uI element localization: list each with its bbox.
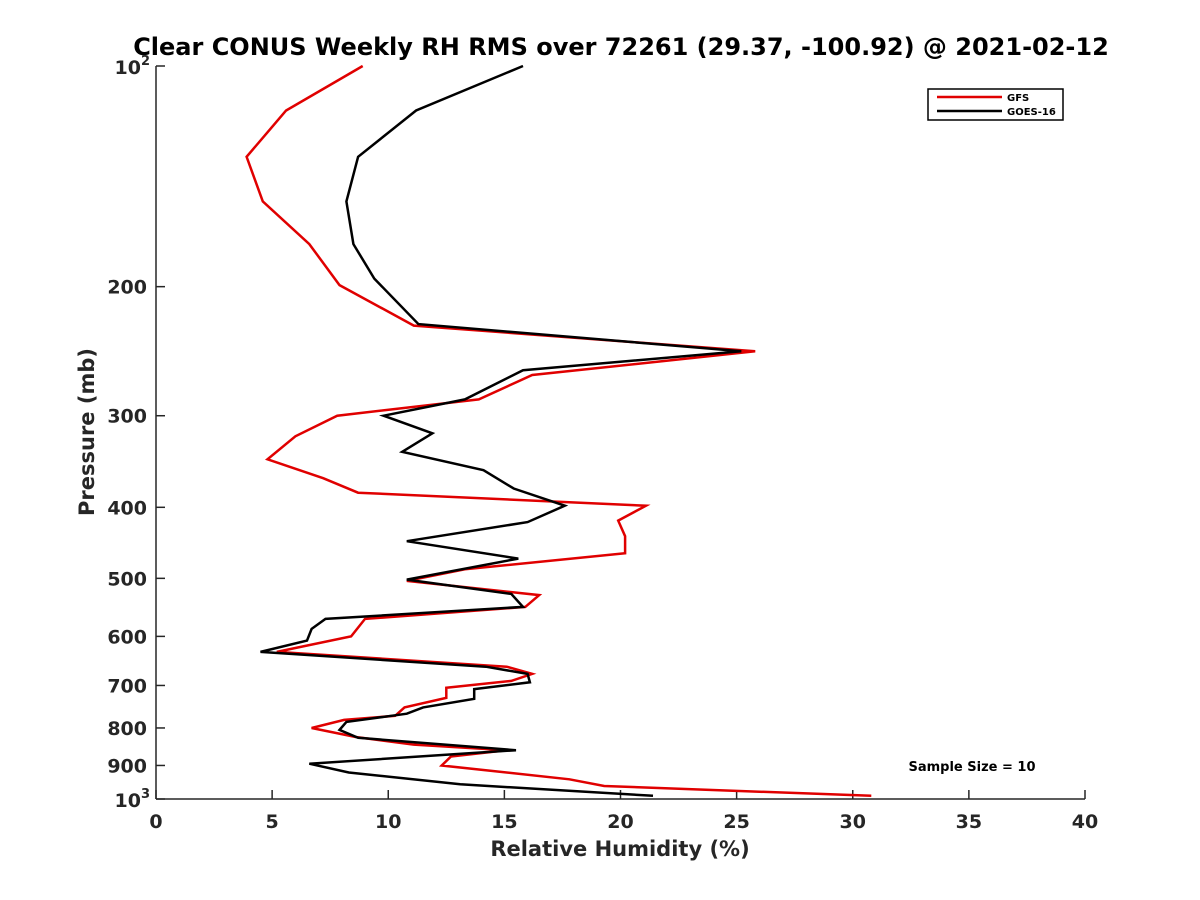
legend-label: GOES-16 [1007, 107, 1056, 118]
y-tick-label: 500 [107, 568, 147, 590]
y-tick-label: 800 [107, 718, 147, 740]
x-tick-label: 15 [491, 811, 517, 833]
x-tick-label: 5 [266, 811, 279, 833]
x-tick-label: 30 [840, 811, 866, 833]
y-tick-label: 300 [107, 406, 147, 428]
legend-label: GFS [1007, 93, 1029, 104]
x-tick-label: 20 [607, 811, 633, 833]
x-tick-label: 40 [1072, 811, 1098, 833]
y-tick-label: 200 [107, 277, 147, 299]
x-tick-label: 25 [723, 811, 749, 833]
plot-area: 0 5 10 15 20 25 30 35 40 102 103 200 300 400 500 600 700… [107, 54, 1098, 833]
legend: GFS GOES-16 [927, 88, 1064, 121]
x-axis-label: Relative Humidity (%) [490, 837, 749, 861]
y-tick-label: 400 [107, 497, 147, 519]
x-tick-label: 0 [149, 811, 162, 833]
x-tick-label: 10 [375, 811, 401, 833]
legend-box [927, 88, 1064, 121]
chart-title: Clear CONUS Weekly RH RMS over 72261 (29… [133, 33, 1109, 61]
y-tick-label: 700 [107, 675, 147, 697]
sample-size-annotation: Sample Size = 10 [908, 760, 1035, 775]
y-axis-label: Pressure (mb) [75, 348, 99, 516]
y-tick-label: 900 [107, 755, 147, 777]
y-tick-label: 102 [115, 54, 151, 79]
x-tick-label: 35 [956, 811, 982, 833]
y-tick-label: 103 [115, 787, 151, 812]
series-line-gfs [245, 64, 872, 798]
y-tick-label: 600 [107, 626, 147, 648]
series-line-goes-16 [260, 64, 742, 798]
